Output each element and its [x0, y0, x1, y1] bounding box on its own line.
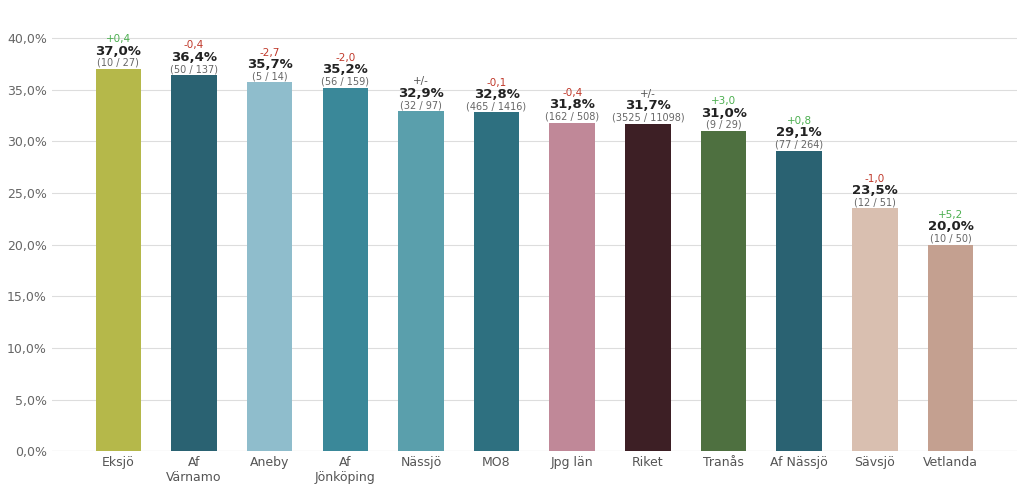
Text: (10 / 27): (10 / 27) — [97, 58, 139, 68]
Bar — [776, 151, 822, 451]
Text: 20,0%: 20,0% — [928, 220, 974, 233]
Bar — [247, 82, 292, 451]
Bar — [398, 111, 443, 451]
Text: (5 / 14): (5 / 14) — [252, 71, 288, 82]
Text: (10 / 50): (10 / 50) — [930, 234, 972, 244]
Text: -0,4: -0,4 — [562, 88, 583, 98]
Text: 37,0%: 37,0% — [95, 45, 141, 57]
Text: -1,0: -1,0 — [864, 174, 885, 184]
Text: +0,8: +0,8 — [786, 116, 812, 126]
Text: 23,5%: 23,5% — [852, 184, 898, 197]
Text: +5,2: +5,2 — [938, 210, 964, 220]
Text: 36,4%: 36,4% — [171, 51, 217, 64]
Text: 35,2%: 35,2% — [323, 63, 368, 76]
Text: (32 / 97): (32 / 97) — [400, 100, 441, 110]
Text: 31,0%: 31,0% — [700, 107, 746, 119]
Bar — [474, 112, 519, 451]
Text: -2,7: -2,7 — [259, 48, 280, 57]
Text: 29,1%: 29,1% — [776, 126, 822, 139]
Text: (3525 / 11098): (3525 / 11098) — [611, 112, 684, 123]
Text: -2,0: -2,0 — [335, 53, 355, 63]
Text: 32,8%: 32,8% — [474, 88, 519, 101]
Bar — [323, 87, 368, 451]
Bar — [95, 69, 141, 451]
Text: +0,4: +0,4 — [105, 34, 131, 44]
Text: 31,8%: 31,8% — [549, 98, 595, 111]
Bar — [700, 131, 746, 451]
Text: (50 / 137): (50 / 137) — [170, 64, 218, 74]
Text: (56 / 159): (56 / 159) — [322, 77, 370, 86]
Text: -0,1: -0,1 — [486, 78, 507, 87]
Bar — [852, 208, 897, 451]
Text: +3,0: +3,0 — [711, 96, 736, 106]
Text: (9 / 29): (9 / 29) — [706, 120, 741, 130]
Text: 32,9%: 32,9% — [398, 87, 443, 100]
Text: +/-: +/- — [640, 89, 655, 99]
Text: 31,7%: 31,7% — [625, 99, 671, 112]
Bar — [928, 245, 973, 451]
Bar — [626, 124, 671, 451]
Text: 35,7%: 35,7% — [247, 58, 293, 71]
Text: (465 / 1416): (465 / 1416) — [467, 101, 526, 111]
Text: (77 / 264): (77 / 264) — [775, 139, 823, 150]
Text: (162 / 508): (162 / 508) — [545, 111, 599, 122]
Bar — [550, 123, 595, 451]
Text: -0,4: -0,4 — [183, 40, 204, 51]
Bar — [171, 75, 217, 451]
Text: +/-: +/- — [413, 77, 429, 86]
Text: (12 / 51): (12 / 51) — [854, 197, 896, 207]
